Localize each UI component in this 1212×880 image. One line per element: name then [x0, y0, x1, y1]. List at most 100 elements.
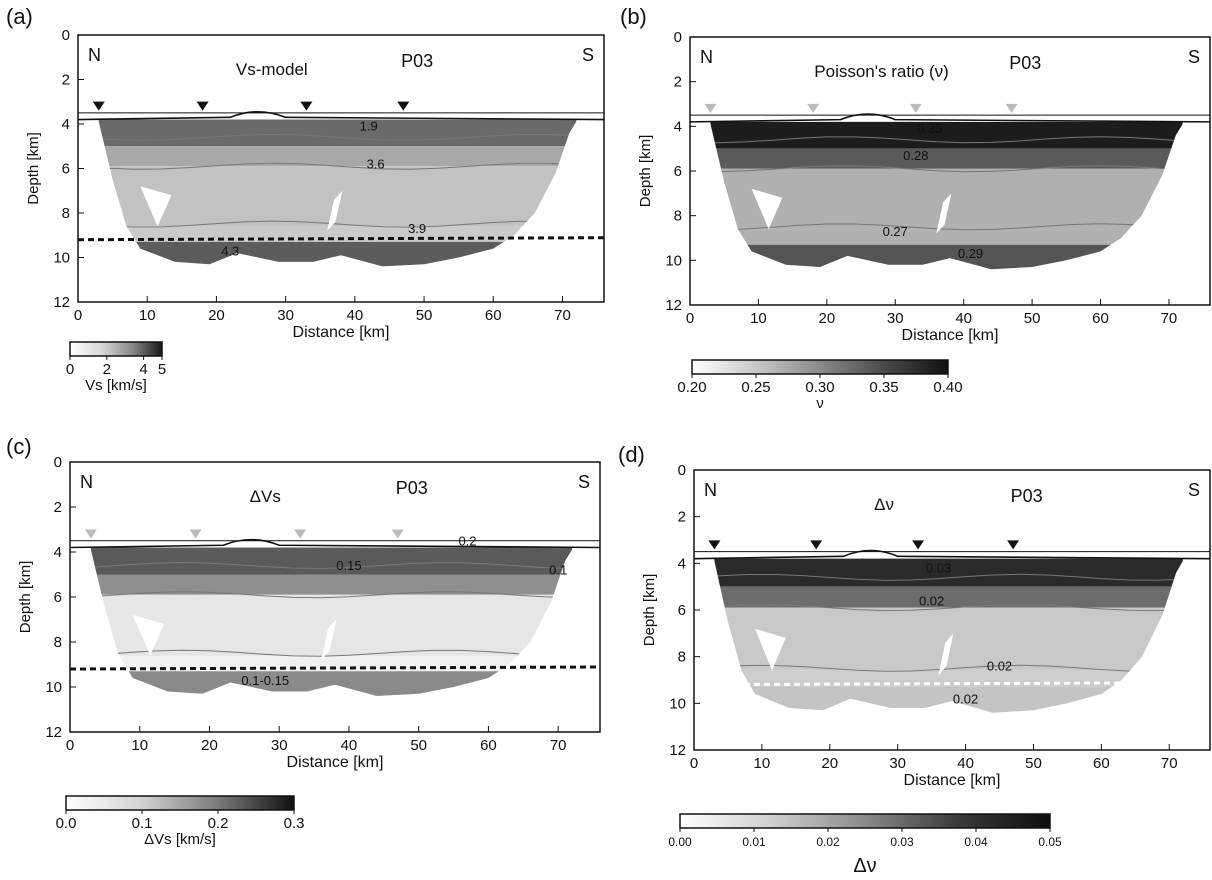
model-section: [710, 121, 1183, 270]
velocity-layer: [90, 574, 573, 595]
colorbar: 0 2 4 5 Vs [km/s]: [66, 341, 166, 394]
x-tick-label: 40: [957, 755, 974, 772]
colorbar-tick-label: 0.01: [742, 835, 766, 849]
colorbar-tick-label: 0.04: [964, 835, 988, 849]
station-icon: [196, 101, 209, 111]
station-icon: [397, 101, 410, 111]
panel-letter: (b): [620, 4, 647, 29]
contour-line: [98, 220, 577, 228]
colorbar-tick-label: 0.2: [208, 815, 229, 832]
arrow-marker-icon: [321, 619, 337, 660]
x-tick-label: 30: [271, 737, 288, 754]
contour-line: [90, 591, 573, 599]
colorbar-tick-label: 2: [103, 361, 111, 378]
contour-label: 3.9: [408, 221, 426, 236]
contour-line: [710, 136, 1183, 144]
station-icon: [909, 103, 922, 113]
south-label: S: [578, 472, 590, 492]
section-title: Δν: [874, 495, 894, 514]
velocity-layer: [710, 121, 1183, 149]
topography-line: [689, 113, 1211, 123]
y-tick-label: 12: [53, 294, 70, 311]
x-tick-label: 40: [341, 737, 358, 754]
x-tick-label: 0: [74, 307, 82, 324]
colorbar-tick-label: 0.20: [677, 379, 706, 396]
station-icon: [1005, 103, 1018, 113]
y-tick-label: 8: [678, 649, 686, 666]
x-tick-label: 0: [66, 737, 74, 754]
profile-label: P03: [1011, 486, 1043, 506]
colorbar-tick-label: 0.25: [741, 379, 770, 396]
colorbar: 0.0 0.1 0.2 0.3 ΔVs [km/s]: [56, 795, 304, 848]
y-tick-label: 8: [62, 205, 70, 222]
contour-label: 0.02: [987, 659, 1012, 674]
x-tick-label: 70: [1161, 755, 1178, 772]
contour-line: [714, 604, 1183, 612]
x-tick-label: 10: [131, 737, 148, 754]
station-icon: [189, 529, 202, 539]
velocity-layer: [90, 671, 573, 696]
contour-line: [98, 133, 577, 141]
y-tick-label: 0: [674, 29, 682, 46]
moho-boundary: [69, 665, 601, 671]
contour-line: [90, 561, 573, 570]
x-tick-label: 50: [1025, 755, 1042, 772]
y-axis-label: Depth [km]: [17, 561, 34, 634]
north-label: N: [704, 480, 717, 500]
y-tick-label: 0: [678, 462, 686, 479]
x-tick-label: 40: [346, 307, 363, 324]
profile-label: P03: [401, 51, 433, 71]
section-title: Vs-model: [236, 60, 308, 79]
x-axis-label: Distance [km]: [287, 754, 384, 771]
y-tick-label: 2: [678, 509, 686, 526]
profile-label: P03: [396, 478, 428, 498]
section-title: ΔVs: [250, 487, 281, 506]
x-tick-label: 50: [416, 307, 433, 324]
arrow-marker-icon: [938, 633, 954, 676]
contour-line: [714, 573, 1183, 581]
colorbar-tick-label: 0.0: [56, 815, 77, 832]
panel-b: 0.35 0.28 0.27 0.29 0 10 20 30 40 50 60 70 0 2 4 6 8 10 12…: [620, 4, 1211, 412]
colorbar-tick-label: 0.30: [805, 379, 834, 396]
topography-line: [693, 549, 1211, 560]
colorbar: 0.00 0.01 0.02 0.03 0.04 0.05 Δν: [668, 813, 1062, 877]
moho-boundary: [693, 681, 1211, 687]
colorbar-tick-label: 0.05: [1038, 835, 1062, 849]
x-tick-label: 30: [887, 310, 904, 327]
y-tick-label: 4: [674, 118, 682, 135]
colorbar-tick-label: 0.00: [668, 835, 692, 849]
north-label: N: [80, 472, 93, 492]
colorbar-tick-label: 0: [66, 361, 74, 378]
contour-line: [710, 165, 1183, 173]
model-section: [98, 119, 577, 267]
station-icon: [810, 540, 823, 550]
colorbar-tick-label: 0.40: [933, 379, 962, 396]
x-axis-label: Distance [km]: [902, 327, 999, 344]
x-tick-label: 60: [485, 307, 502, 324]
contour-label: 0.2: [458, 533, 476, 548]
station-icon: [92, 101, 105, 111]
y-tick-label: 10: [665, 252, 682, 269]
contour-label: 4.3: [221, 243, 239, 258]
y-tick-label: 8: [674, 208, 682, 225]
colorbar-tick-label: 5: [158, 361, 166, 378]
x-tick-label: 70: [1161, 310, 1178, 327]
y-tick-label: 10: [669, 695, 686, 712]
north-label: N: [88, 45, 101, 65]
velocity-layer: [714, 558, 1183, 587]
velocity-layer: [90, 547, 573, 575]
panel-d: 0.03 0.02 0.02 0.02 0 10 20 30 40 50 60 70 0 2 4 6 8 10 12…: [618, 442, 1211, 877]
x-tick-label: 20: [821, 755, 838, 772]
velocity-layer: [710, 229, 1183, 245]
x-tick-label: 70: [554, 307, 571, 324]
velocity-layer: [714, 586, 1183, 608]
y-tick-label: 4: [62, 116, 70, 133]
station-icon: [1007, 540, 1020, 550]
x-tick-label: 50: [410, 737, 427, 754]
profile-label: P03: [1009, 53, 1041, 73]
velocity-layer: [98, 146, 577, 167]
arrow-marker-icon: [327, 190, 343, 231]
arrow-marker-icon: [755, 628, 786, 671]
y-tick-label: 4: [54, 544, 62, 561]
